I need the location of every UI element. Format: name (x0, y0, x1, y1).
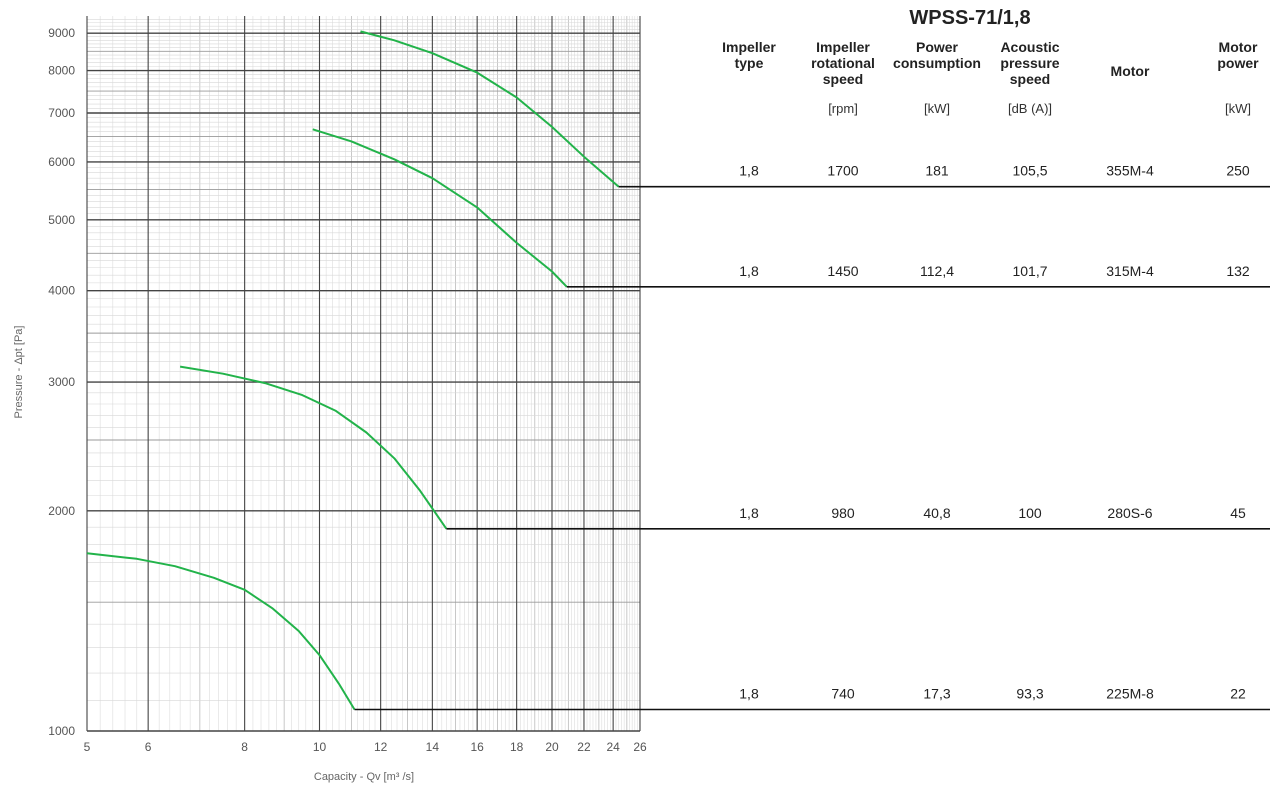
x-axis-label: Capacity - Qv [m³ /s] (314, 771, 414, 783)
x-tick-label: 14 (426, 740, 440, 754)
table-unit-text: [kW] (924, 101, 950, 116)
y-tick-label: 8000 (48, 64, 75, 78)
x-tick-label: 10 (313, 740, 327, 754)
x-tick-label: 12 (374, 740, 388, 754)
y-tick-label: 3000 (48, 375, 75, 389)
table-header-text: rotational (811, 55, 875, 71)
table-cell: 105,5 (1012, 163, 1047, 179)
table-cell: 1450 (827, 263, 858, 279)
table-cell: 250 (1226, 163, 1250, 179)
table-header-text: Impeller (722, 39, 776, 55)
table-cell: 1,8 (739, 263, 759, 279)
x-tick-label: 5 (84, 740, 91, 754)
table-unit-text: [kW] (1225, 101, 1251, 116)
y-tick-label: 1000 (48, 724, 75, 738)
y-tick-label: 5000 (48, 213, 75, 227)
table-cell: 355M-4 (1106, 163, 1154, 179)
table-cell: 112,4 (920, 263, 954, 279)
table-cell: 101,7 (1012, 263, 1047, 279)
table-cell: 740 (831, 686, 855, 702)
table-header-text: pressure (1000, 55, 1059, 71)
table-header-text: Power (916, 39, 959, 55)
x-tick-label: 18 (510, 740, 524, 754)
y-axis-label: Pressure - Δpt [Pa] (13, 326, 25, 419)
performance-curves (86, 30, 620, 711)
curve-2 (312, 128, 568, 288)
y-tick-label: 6000 (48, 155, 75, 169)
x-tick-label: 6 (145, 740, 152, 754)
minor-gridlines (87, 16, 640, 731)
table-cell: 1,8 (739, 686, 759, 702)
table-cell: 315M-4 (1106, 263, 1154, 279)
y-tick-label: 4000 (48, 284, 75, 298)
x-tick-label: 24 (606, 740, 620, 754)
table-header-text: type (735, 55, 764, 71)
table-cell: 1700 (827, 163, 858, 179)
table-header-text: Impeller (816, 39, 870, 55)
table-header-text: power (1217, 55, 1259, 71)
curve-3 (179, 365, 448, 530)
row-leader-lines (354, 185, 1270, 711)
x-tick-label: 22 (577, 740, 591, 754)
table-header-text: Motor (1111, 63, 1150, 79)
table-cell: 280S-6 (1107, 505, 1152, 521)
curve-4 (86, 552, 356, 711)
table-cell: 1,8 (739, 163, 759, 179)
table-unit-text: [dB (A)] (1008, 101, 1052, 116)
axis-tick-labels: 5 6 8 10 12 14 16 18 20 22 24 26 1000 2000 3000 4000 500… (48, 26, 647, 754)
y-tick-label: 7000 (48, 106, 75, 120)
table-cell: 100 (1018, 505, 1042, 521)
table-header-text: speed (1010, 71, 1050, 87)
table-cell: 45 (1230, 505, 1246, 521)
table-cell: 1,8 (739, 505, 759, 521)
y-tick-label: 9000 (48, 26, 75, 40)
table-header-text: Acoustic (1000, 39, 1059, 55)
table-cell: 93,3 (1016, 686, 1043, 702)
y-tick-label: 2000 (48, 504, 75, 518)
table-header-text: consumption (893, 55, 981, 71)
table-cell: 132 (1226, 263, 1250, 279)
curve-1 (360, 30, 620, 188)
table-cell: 181 (925, 163, 949, 179)
table-cell: 225M-8 (1106, 686, 1154, 702)
x-tick-label: 16 (470, 740, 484, 754)
table-cell: 980 (831, 505, 855, 521)
chart-title: WPSS-71/1,8 (909, 7, 1030, 29)
table-header-text: Motor (1219, 39, 1258, 55)
table-cell: 22 (1230, 686, 1246, 702)
table-cell: 17,3 (923, 686, 950, 702)
table-unit-text: [rpm] (828, 101, 858, 116)
table-header-text: speed (823, 71, 863, 87)
data-table: ImpellertypeImpellerrotationalspeed[rpm]… (722, 39, 1259, 702)
x-tick-label: 20 (545, 740, 559, 754)
table-cell: 40,8 (923, 505, 950, 521)
major-gridlines (86, 16, 641, 732)
x-tick-label: 26 (633, 740, 647, 754)
x-tick-label: 8 (241, 740, 248, 754)
